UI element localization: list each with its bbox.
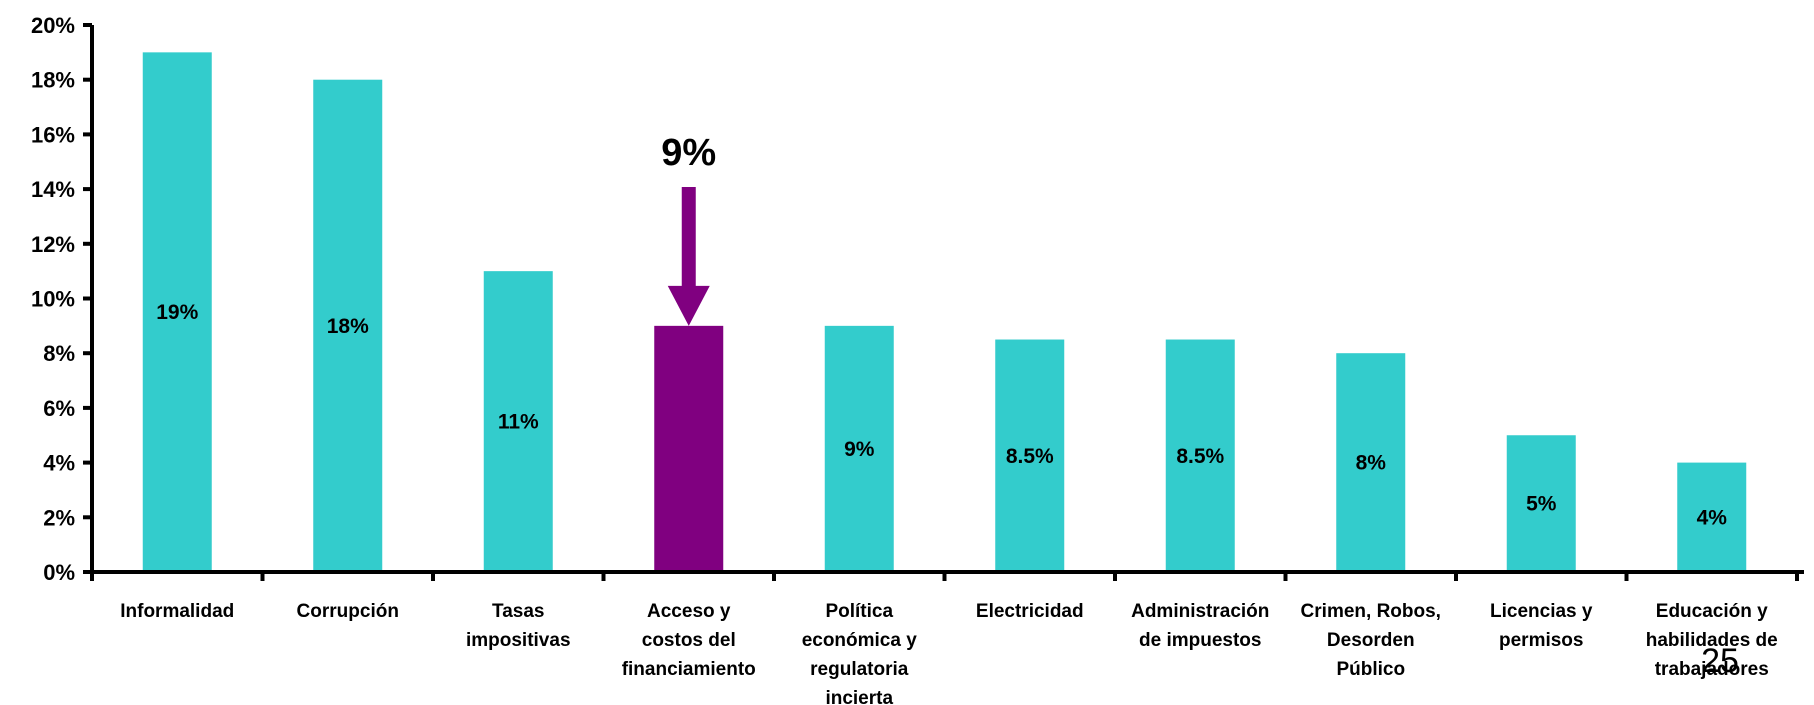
bar-7 <box>1336 353 1406 572</box>
data-label: 18% <box>327 315 369 338</box>
y-tick-labels: 0% 2% 4% 6% 8% 10% 12% 14% 16% 18% 20% <box>31 13 75 585</box>
bars-group <box>142 52 1747 573</box>
down-arrow-icon <box>667 187 710 326</box>
bar-5 <box>995 339 1065 572</box>
y-tick-label: 18% <box>31 68 75 93</box>
axes-group <box>83 23 1804 581</box>
category-label: Educación y habilidades de trabajadores <box>1646 601 1778 680</box>
y-tick-label: 10% <box>31 287 75 312</box>
category-label: Electricidad <box>976 601 1084 622</box>
data-label: 8.5% <box>1176 445 1224 468</box>
page-number: 25 <box>1701 642 1739 680</box>
bar-2 <box>483 271 553 572</box>
bar-1 <box>313 79 383 572</box>
data-label: 5% <box>1526 493 1557 516</box>
bar-9 <box>1677 462 1747 572</box>
category-label: Corrupción <box>297 601 399 622</box>
data-label: 8.5% <box>1006 445 1054 468</box>
category-label: Política económica y regulatoria incierta <box>802 601 918 705</box>
data-labels: 19% 18% 11% 9% 8.5% 8.5% 8% 5% 4% <box>156 301 1727 529</box>
y-tick-label: 20% <box>31 13 75 38</box>
y-tick-label: 4% <box>43 451 75 476</box>
callout-group: 9% <box>661 132 716 326</box>
bar-4 <box>824 325 894 572</box>
y-tick-label: 12% <box>31 232 75 257</box>
bar-6 <box>1165 339 1235 572</box>
data-label: 4% <box>1697 506 1728 529</box>
y-tick-label: 14% <box>31 177 75 202</box>
callout-label: 9% <box>661 132 716 174</box>
y-tick-label: 2% <box>43 505 75 530</box>
data-label: 11% <box>498 411 539 434</box>
category-label: Crimen, Robos, Desorden Público <box>1301 601 1441 680</box>
category-label: Tasas impositivas <box>466 601 571 651</box>
bar-8 <box>1506 435 1576 572</box>
category-label: Acceso y costos del financiamiento <box>622 601 756 680</box>
category-label: Informalidad <box>120 601 234 622</box>
bar-3 <box>654 325 724 572</box>
y-tick-label: 8% <box>43 341 75 366</box>
data-label: 9% <box>844 438 875 461</box>
category-label: Administración de impuestos <box>1131 601 1269 651</box>
data-label: 19% <box>156 301 198 324</box>
y-tick-label: 16% <box>31 122 75 147</box>
bar-0 <box>142 52 212 573</box>
data-label: 8% <box>1356 452 1387 475</box>
category-labels: Informalidad Corrupción Tasas impositivas Ac… <box>120 601 1778 705</box>
category-label: Licencias y permisos <box>1490 601 1593 651</box>
y-tick-label: 0% <box>43 560 75 585</box>
y-tick-label: 6% <box>43 396 75 421</box>
